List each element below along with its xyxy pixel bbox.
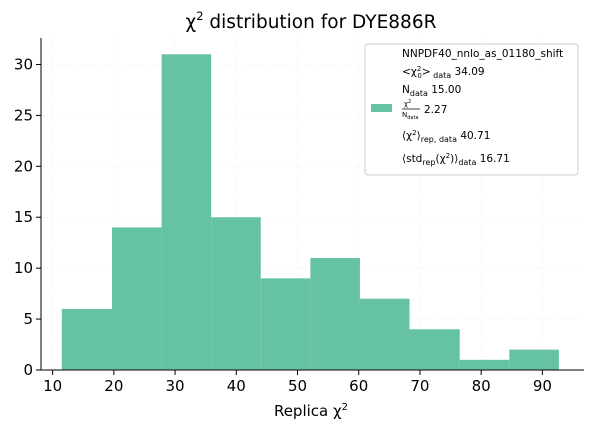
histogram-bar — [260, 278, 311, 370]
chart-title: χ2 distribution for DYE886R — [186, 9, 437, 33]
histogram-bar — [359, 298, 410, 370]
y-tick-label: 0 — [23, 361, 33, 379]
histogram-bars — [61, 54, 559, 370]
x-axis-ticks: 10 20 30 40 50 60 70 80 90 — [43, 370, 552, 395]
histogram-bar — [161, 54, 212, 370]
chart-title-superscript: 2 — [196, 9, 203, 23]
x-axis-label: Replica χ2 — [274, 402, 348, 420]
histogram-bar — [459, 359, 510, 370]
y-tick-label: 25 — [14, 106, 33, 124]
y-tick-label: 10 — [14, 259, 33, 277]
legend-frame — [364, 43, 579, 176]
svg-text:χ2: χ2 — [404, 99, 411, 108]
histogram-bar — [61, 308, 113, 370]
histogram-bar — [509, 349, 559, 370]
legend-label-chi2-central: <χ2 0> data 34.09 — [402, 65, 485, 80]
x-tick-label: 50 — [288, 377, 307, 395]
x-axis-label-superscript: 2 — [342, 402, 348, 413]
x-tick-label: 60 — [349, 377, 368, 395]
legend: NNPDF40_nnlo_as_01180_shift <χ2 0> data 3… — [364, 43, 579, 176]
histogram-bar — [409, 329, 460, 370]
x-tick-label: 20 — [104, 377, 123, 395]
histogram-bar — [310, 257, 360, 370]
legend-label-pdf: NNPDF40_nnlo_as_01180_shift — [402, 48, 563, 60]
histogram-bar — [211, 217, 261, 370]
y-tick-label: 30 — [14, 55, 33, 73]
y-tick-label: 15 — [14, 208, 33, 226]
legend-label-chi2-rep: ⟨χ2⟩rep, data 40.71 — [402, 129, 490, 144]
x-tick-label: 80 — [472, 377, 491, 395]
legend-label-std-rep: ⟨stdrep(χ2)⟩data 16.71 — [402, 152, 510, 167]
svg-text:Ndata: Ndata — [402, 111, 419, 121]
y-axis-ticks: 0 5 10 15 20 25 30 — [14, 55, 41, 379]
y-tick-label: 20 — [14, 157, 33, 175]
legend-label-chi2-per-ndata: χ2 Ndata 2.27 — [402, 99, 447, 121]
svg-text:2.27: 2.27 — [424, 104, 447, 116]
y-tick-label: 5 — [23, 310, 33, 328]
histogram-bar — [112, 227, 162, 370]
legend-swatch — [371, 104, 392, 112]
x-tick-label: 90 — [533, 377, 552, 395]
x-tick-label: 10 — [43, 377, 62, 395]
x-tick-label: 30 — [166, 377, 185, 395]
x-tick-label: 70 — [410, 377, 429, 395]
x-tick-label: 40 — [227, 377, 246, 395]
